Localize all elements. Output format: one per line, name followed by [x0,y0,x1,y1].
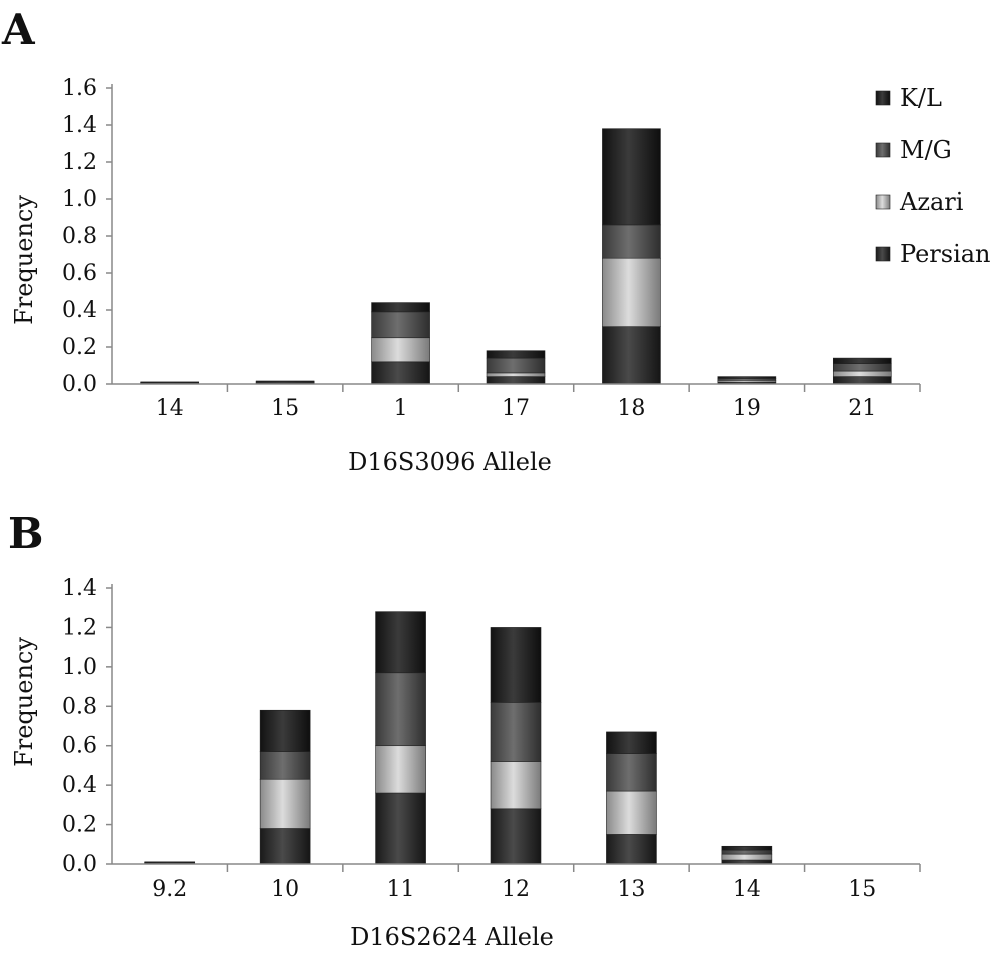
bar-a-19-k-l [717,376,777,379]
y-tick-label-a-1: 0.2 [62,335,97,360]
bar-b-10-k-l [259,709,311,752]
legend: K/L M/G Azari Persian [875,84,991,268]
bar-a-1-azari [371,337,430,363]
bar-a-15-k-l [255,380,315,383]
y-tick-label-b-6: 1.2 [62,615,97,640]
bar-b-14-k-l [721,845,773,851]
x-tick-label-a-15: 15 [271,396,299,421]
bar-a-18-m-g [602,224,661,259]
bar-a-17-k-l [486,350,546,359]
bar-a-17-persian [486,376,546,385]
bar-a-18-k-l [602,128,661,226]
y-tick-label-b-2: 0.4 [62,773,97,798]
bar-b-11-persian [375,792,426,865]
x-tick-label-b-9-2: 9.2 [152,877,187,902]
bar-b-11-k-l [375,611,426,674]
chart-panel-a: A Frequency D16S3096 Allele 0.0 0.2 0.4 0.6… [1,5,991,476]
y-tick-label-a-2: 0.4 [62,298,97,323]
bar-b-12-k-l [490,627,542,703]
y-tick-label-a-8: 1.6 [62,76,97,101]
legend-label-k-l: K/L [900,84,942,112]
y-tick-label-b-4: 0.8 [62,694,97,719]
bar-a-1-m-g [371,311,430,339]
y-tick-label-b-1: 0.2 [62,813,97,838]
x-axis-title-a: D16S3096 Allele [348,448,552,476]
y-tick-labels-a: 0.0 0.2 0.4 0.6 0.8 1.0 1.2 1.4 1.6 [62,76,112,397]
x-tick-label-a-18: 18 [617,396,645,421]
x-tick-label-a-1: 1 [394,396,408,421]
bar-b-10-persian [259,828,311,865]
legend-swatch-persian [875,246,891,262]
bar-a-18-azari [602,257,661,327]
x-tick-label-b-12: 12 [502,877,530,902]
bar-b-11-azari [375,745,426,794]
bar-b-13-k-l [606,731,657,754]
y-tick-label-b-5: 1.0 [62,655,97,680]
legend-swatch-m-g [875,142,891,158]
bar-b-12-m-g [490,702,542,762]
bars-b [144,611,773,865]
x-tick-label-a-17: 17 [502,396,530,421]
x-tick-labels-b: 9.2 10 11 12 13 14 15 [152,864,921,902]
x-tick-label-b-10: 10 [271,877,299,902]
y-tick-label-a-5: 1.0 [62,187,97,212]
y-axis-title-a: Frequency [10,195,38,325]
bar-a-21-azari [832,370,892,377]
bar-b-12-azari [490,761,542,810]
x-tick-label-b-11: 11 [387,877,415,902]
bar-a-17-azari [486,372,546,377]
bar-b-14-m-g [721,849,773,855]
bar-b-13-m-g [606,753,657,792]
panel-label-b: B [8,509,44,558]
bar-b-13-azari [606,790,657,835]
y-tick-label-b-7: 1.4 [62,576,97,601]
legend-swatch-k-l [875,90,891,106]
bar-b-11-m-g [375,672,426,747]
bar-b-10-azari [259,778,311,829]
bar-a-21-k-l [832,357,892,364]
y-tick-label-a-0: 0.0 [62,372,97,397]
bar-b-13-persian [606,834,657,865]
bar-a-21-persian [832,376,892,385]
x-axis-title-b: D16S2624 Allele [350,923,554,951]
bar-a-17-m-g [486,357,546,374]
x-tick-label-a-19: 19 [733,396,761,421]
bar-b-14-azari [721,853,773,861]
y-tick-label-a-7: 1.4 [62,113,97,138]
y-tick-label-a-4: 0.8 [62,224,97,249]
y-axis-title-b: Frequency [10,637,38,767]
x-tick-labels-a: 14 15 1 17 18 19 21 [156,384,921,421]
legend-label-persian: Persian [900,240,991,268]
chart-panel-b: B Frequency D16S2624 Allele 0.0 0.2 0.4 0.6… [8,509,921,951]
y-tick-label-a-6: 1.2 [62,150,97,175]
bar-b-12-persian [490,808,542,865]
bar-a-18-persian [602,326,661,385]
y-tick-label-b-3: 0.6 [62,734,97,759]
legend-swatch-azari [875,194,891,210]
legend-label-m-g: M/G [900,136,952,164]
bar-a-21-m-g [832,363,892,372]
bars-a [140,128,892,385]
y-tick-labels-b: 0.0 0.2 0.4 0.6 0.8 1.0 1.2 1.4 [62,576,112,877]
bar-a-1-k-l [371,302,430,313]
x-tick-label-a-21: 21 [848,396,876,421]
legend-label-azari: Azari [899,188,964,216]
bar-b-10-m-g [259,751,311,780]
x-tick-label-a-14: 14 [156,396,184,421]
y-tick-label-b-0: 0.0 [62,852,97,877]
x-tick-label-b-15: 15 [848,877,876,902]
bar-a-14-k-l [140,381,200,384]
panel-label-a: A [1,5,36,54]
bar-b-9-2-k-l [144,861,196,863]
x-tick-label-b-14: 14 [733,877,761,902]
x-tick-label-b-13: 13 [617,877,645,902]
bar-a-1-persian [371,361,430,385]
y-tick-label-a-3: 0.6 [62,261,97,286]
